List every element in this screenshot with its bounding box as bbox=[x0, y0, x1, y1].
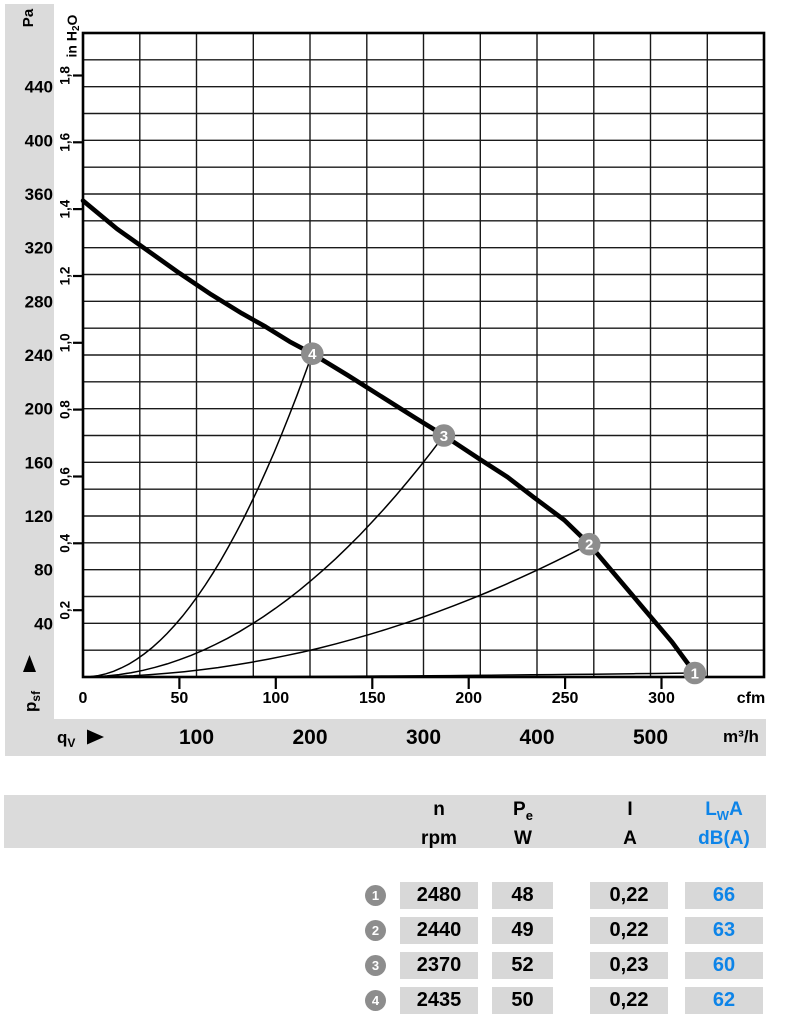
pa-tick-label: 280 bbox=[25, 292, 53, 311]
m3h-tick-label: 400 bbox=[519, 726, 554, 749]
pa-tick-label: 400 bbox=[25, 131, 53, 150]
inh2o-axis-unit-label: in H2O bbox=[64, 14, 82, 57]
pa-tick-label: 440 bbox=[25, 78, 53, 97]
axis-strip-left bbox=[5, 4, 54, 756]
plot-border bbox=[81, 31, 766, 679]
inh2o-tick-label: 1,0 bbox=[58, 333, 73, 352]
system-curve-2 bbox=[82, 543, 590, 678]
cfm-tick-label: 200 bbox=[455, 690, 482, 707]
operating-point-marker-4: 4 bbox=[301, 342, 324, 366]
cfm-tick-label: 50 bbox=[171, 690, 189, 707]
cell-lwa-1: 66 bbox=[685, 882, 763, 909]
table-header-col-i: I A bbox=[623, 799, 637, 849]
table-header-col-lwa: LWA dB(A) bbox=[698, 799, 750, 849]
row-marker-2: 2 bbox=[365, 920, 386, 941]
inh2o-tick-label: 0,8 bbox=[58, 400, 73, 419]
table-header-col-n: n rpm bbox=[421, 799, 457, 849]
inh2o-tick-label: 1,2 bbox=[58, 267, 73, 286]
psf-arrow-icon bbox=[23, 655, 36, 672]
cell-pe-3: 52 bbox=[492, 952, 553, 979]
cell-i-4: 0,22 bbox=[590, 987, 668, 1014]
system-curve-1 bbox=[83, 672, 695, 678]
cell-i-3: 0,23 bbox=[590, 952, 668, 979]
svg-text:3: 3 bbox=[440, 428, 448, 445]
m3h-unit-label: m³/h bbox=[723, 727, 759, 746]
system-curve-4 bbox=[82, 353, 314, 678]
cell-n-3: 2370 bbox=[400, 952, 478, 979]
m3h-tick-label: 200 bbox=[292, 726, 327, 749]
pa-tick-label: 360 bbox=[25, 185, 53, 204]
cell-pe-2: 49 bbox=[492, 917, 553, 944]
cell-n-2: 2440 bbox=[400, 917, 478, 944]
qv-arrow-icon bbox=[87, 729, 104, 745]
svg-text:2: 2 bbox=[585, 537, 593, 554]
cell-lwa-3: 60 bbox=[685, 952, 763, 979]
cfm-tick-label: 0 bbox=[79, 690, 88, 707]
fan-curve-chart: 40 80 120 160 200 240 280 320 360 400 440 0,2 0,4 0,6… bbox=[5, 4, 766, 756]
cfm-tick-label: 250 bbox=[552, 690, 579, 707]
operating-point-marker-1: 1 bbox=[683, 661, 707, 685]
cell-lwa-4: 62 bbox=[685, 987, 763, 1014]
cell-n-4: 2435 bbox=[400, 987, 478, 1014]
pa-tick-label: 40 bbox=[34, 614, 53, 633]
inh2o-tick-label: 1,4 bbox=[58, 199, 73, 218]
inh2o-tick-label: 0,6 bbox=[58, 467, 73, 486]
inh2o-tick-label: 0,4 bbox=[58, 533, 73, 552]
cfm-tick-label: 100 bbox=[262, 690, 289, 707]
cfm-tick-label: 150 bbox=[359, 690, 386, 707]
m3h-tick-label: 300 bbox=[406, 726, 441, 749]
inh2o-tick-label: 0,2 bbox=[58, 601, 73, 620]
inh2o-tick-label: 1,6 bbox=[58, 132, 73, 151]
row-marker-1: 1 bbox=[365, 885, 386, 906]
cell-pe-4: 50 bbox=[492, 987, 553, 1014]
cell-i-2: 0,22 bbox=[590, 917, 668, 944]
pa-tick-label: 120 bbox=[25, 507, 53, 526]
cell-i-1: 0,22 bbox=[590, 882, 668, 909]
pa-tick-label: 80 bbox=[34, 561, 53, 580]
pa-tick-label: 320 bbox=[25, 239, 53, 258]
row-marker-3: 3 bbox=[365, 955, 386, 976]
pa-tick-label: 240 bbox=[25, 346, 53, 365]
operating-point-marker-3: 3 bbox=[432, 424, 456, 447]
fan-curve-svg: 40801201602002402803203604004400,20,40,6… bbox=[5, 4, 766, 756]
m3h-tick-label: 500 bbox=[633, 726, 668, 749]
pa-tick-label: 200 bbox=[25, 400, 53, 419]
row-marker-4: 4 bbox=[365, 990, 386, 1011]
svg-text:1: 1 bbox=[691, 666, 699, 683]
cell-n-1: 2480 bbox=[400, 882, 478, 909]
inh2o-tick-label: 1,8 bbox=[58, 66, 73, 85]
cfm-tick-label: 300 bbox=[648, 690, 675, 707]
pa-axis-unit-label: Pa bbox=[20, 8, 37, 27]
cfm-unit-label: cfm bbox=[737, 690, 765, 707]
operating-point-marker-2: 2 bbox=[577, 532, 601, 556]
svg-text:4: 4 bbox=[308, 346, 317, 363]
fan-curve bbox=[80, 198, 698, 676]
axis-strip-bottom bbox=[5, 719, 766, 756]
cell-lwa-2: 63 bbox=[685, 917, 763, 944]
cell-pe-1: 48 bbox=[492, 882, 553, 909]
system-curve-3 bbox=[82, 435, 445, 678]
m3h-tick-label: 100 bbox=[179, 726, 214, 749]
pa-tick-label: 160 bbox=[25, 453, 53, 472]
table-header-band: n rpm Pe W I A LWA dB(A) bbox=[4, 795, 766, 849]
table-header-col-pe: Pe W bbox=[513, 799, 533, 849]
